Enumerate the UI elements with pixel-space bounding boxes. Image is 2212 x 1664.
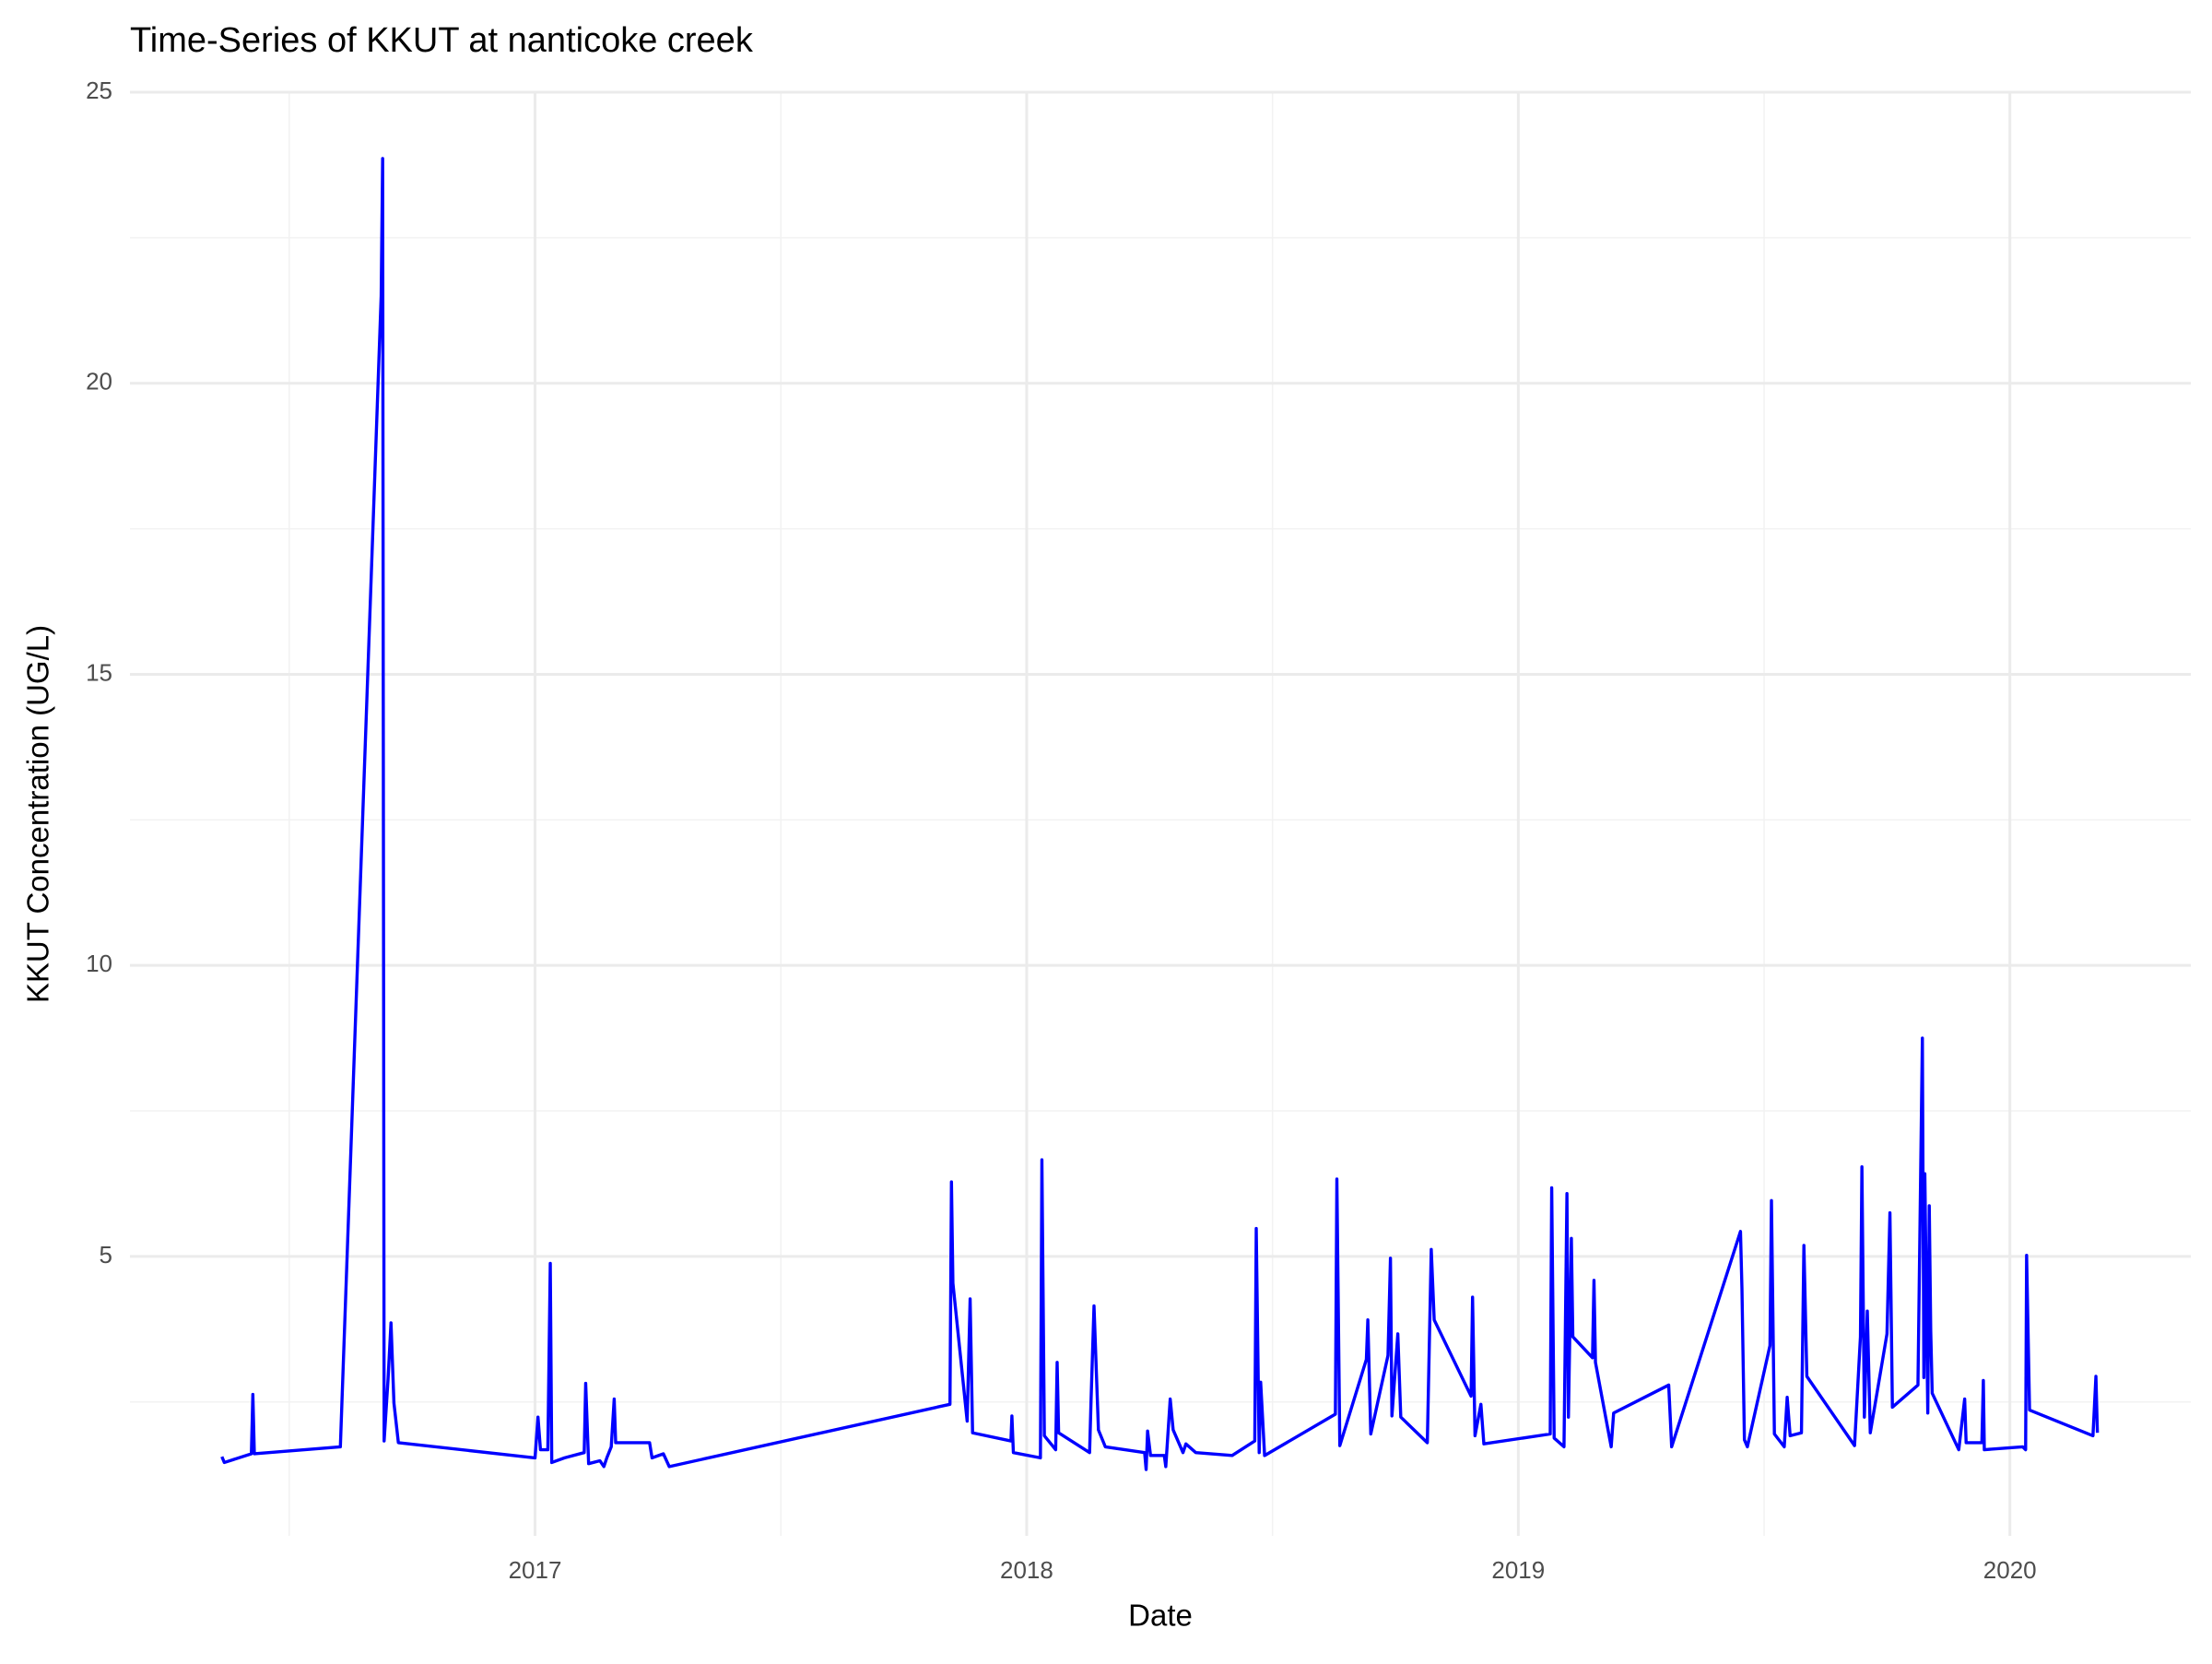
plot [220,157,2100,1471]
y-tick-label: 5 [100,1241,112,1269]
x-tick-label: 2017 [509,1556,562,1584]
y-tick-label: 20 [86,368,112,395]
x-tick-label: 2018 [1000,1556,1053,1584]
y-tick-label: 15 [86,658,112,686]
data-line [220,157,2100,1471]
chart-title: Time-Series of KKUT at nanticoke creek [130,21,754,60]
x-tick-label: 2020 [1983,1556,2037,1584]
x-tick-label: 2019 [1491,1556,1545,1584]
grid [130,90,2191,1536]
y-axis-title: KKUT Concentration (UG/L) [21,625,55,1003]
x-axis-title: Date [1128,1599,1193,1633]
y-tick-label: 25 [86,77,112,104]
y-tick-label: 10 [86,950,112,977]
